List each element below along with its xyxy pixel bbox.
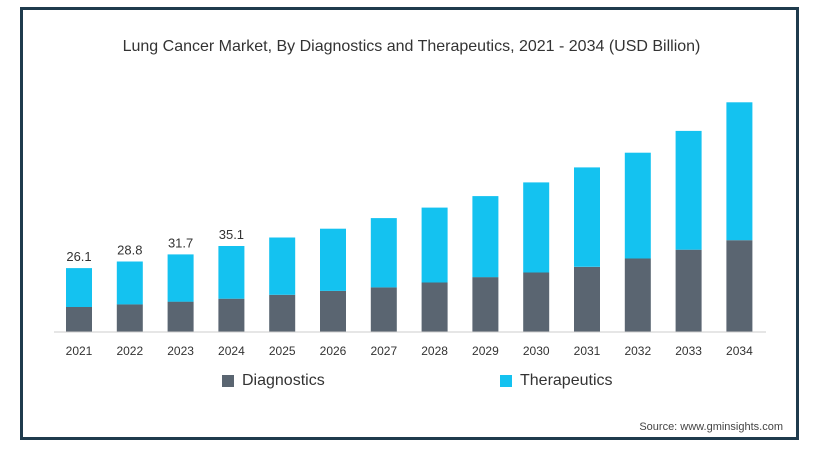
bar-therapeutics-2033 <box>675 130 702 250</box>
bar-diagnostics-2026 <box>320 290 346 332</box>
data-label-2022: 28.8 <box>117 243 142 258</box>
source-note: Source: www.gminsights.com <box>639 421 783 433</box>
bar-diagnostics-2028 <box>421 282 448 332</box>
bar-diagnostics-2021 <box>66 307 92 332</box>
legend-swatch-diagnostics <box>222 375 234 387</box>
x-tick-label-2021: 2021 <box>66 344 93 358</box>
x-tick-label-2031: 2031 <box>574 344 601 358</box>
bar-therapeutics-2031 <box>574 167 600 267</box>
x-tick-label-2032: 2032 <box>624 344 651 358</box>
legend-item-therapeutics: Therapeutics <box>500 372 613 390</box>
bar-therapeutics-2034 <box>726 102 753 241</box>
bar-diagnostics-2030 <box>523 272 550 332</box>
x-tick-label-2034: 2034 <box>726 344 753 358</box>
x-tick-label-2022: 2022 <box>116 344 143 358</box>
bar-diagnostics-2034 <box>726 240 753 332</box>
x-tick-label-2030: 2030 <box>523 344 550 358</box>
bar-therapeutics-2024 <box>218 246 245 299</box>
bar-diagnostics-2033 <box>675 249 702 332</box>
legend-item-diagnostics: Diagnostics <box>222 372 325 390</box>
bar-diagnostics-2027 <box>370 287 397 332</box>
bar-therapeutics-2032 <box>624 152 651 259</box>
bar-therapeutics-2029 <box>472 196 499 278</box>
bar-therapeutics-2022 <box>116 261 143 305</box>
bar-diagnostics-2025 <box>269 294 296 332</box>
bar-therapeutics-2027 <box>370 218 397 288</box>
x-tick-label-2025: 2025 <box>269 344 296 358</box>
bar-therapeutics-2021 <box>66 268 92 307</box>
x-tick-label-2028: 2028 <box>421 344 448 358</box>
legend-label-diagnostics: Diagnostics <box>242 372 325 389</box>
bar-therapeutics-2026 <box>320 228 346 291</box>
chart-frame <box>20 7 799 440</box>
data-label-2023: 31.7 <box>168 235 193 250</box>
bar-therapeutics-2023 <box>167 254 194 302</box>
data-label-2021: 26.1 <box>66 249 91 264</box>
x-tick-label-2027: 2027 <box>370 344 397 358</box>
legend: Diagnostics Therapeutics <box>0 372 823 394</box>
bar-therapeutics-2025 <box>269 237 296 295</box>
bars-layer <box>66 102 753 332</box>
data-labels-layer: 26.1 28.8 31.7 35.1 <box>66 227 244 264</box>
legend-swatch-therapeutics <box>500 375 512 387</box>
bar-therapeutics-2030 <box>523 182 550 273</box>
bar-diagnostics-2031 <box>574 266 600 332</box>
bar-diagnostics-2023 <box>167 301 194 332</box>
x-tick-label-2026: 2026 <box>320 344 347 358</box>
tick-labels-layer: 2021 2022 2023 2024 2025 2026 2027 2028 2029 2030… <box>66 344 753 358</box>
x-tick-label-2033: 2033 <box>675 344 702 358</box>
bar-diagnostics-2024 <box>218 298 245 332</box>
legend-label-therapeutics: Therapeutics <box>520 372 613 389</box>
x-tick-label-2024: 2024 <box>218 344 245 358</box>
x-tick-label-2029: 2029 <box>472 344 499 358</box>
bar-diagnostics-2029 <box>472 277 499 332</box>
bar-diagnostics-2032 <box>624 258 651 332</box>
chart-title: Lung Cancer Market, By Diagnostics and T… <box>122 38 701 55</box>
x-tick-label-2023: 2023 <box>167 344 194 358</box>
data-label-2024: 35.1 <box>219 227 244 242</box>
bar-therapeutics-2028 <box>421 207 448 283</box>
bar-diagnostics-2022 <box>116 304 143 332</box>
